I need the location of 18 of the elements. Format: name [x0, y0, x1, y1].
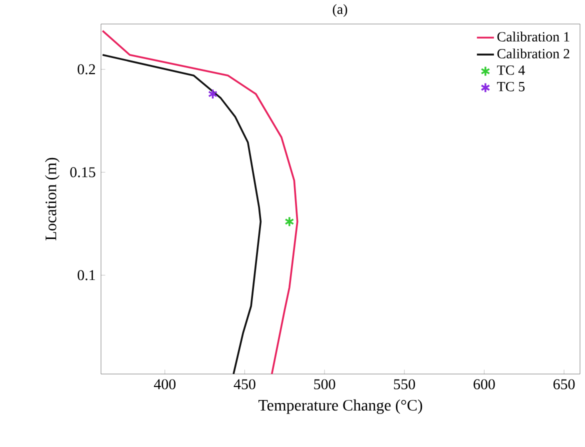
y-tick-label: 0.2 — [78, 64, 95, 74]
x-tick-label: 550 — [394, 379, 416, 390]
y-axis-title: Location (m) — [45, 158, 60, 240]
x-tick-label: 600 — [474, 379, 495, 390]
line-series — [102, 54, 262, 374]
chart-title: (a) — [332, 4, 348, 17]
x-tick-label: 400 — [154, 379, 176, 390]
legend-label: TC 4 — [497, 65, 525, 75]
line-series — [102, 30, 298, 374]
x-tick-label: 450 — [234, 379, 256, 390]
legend-label: TC 5 — [497, 82, 525, 92]
x-axis-title: Temperature Change (°C) — [258, 399, 422, 414]
legend-label: Calibration 1 — [497, 32, 570, 42]
y-tick-label: 0.15 — [70, 167, 96, 178]
y-tick-label: 0.1 — [78, 270, 95, 280]
legend-label: Calibration 2 — [497, 48, 570, 58]
x-tick-label: 500 — [314, 379, 336, 390]
x-tick-label: 650 — [553, 379, 575, 390]
